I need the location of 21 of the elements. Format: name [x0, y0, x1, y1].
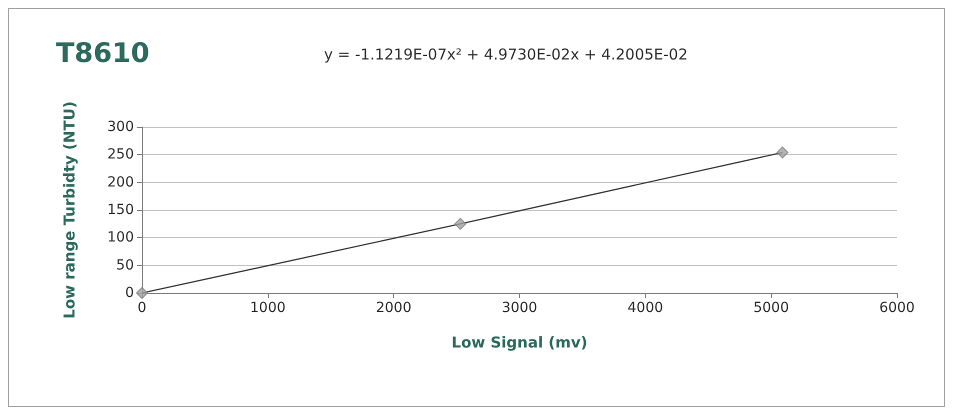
y-tick-label: 200 [107, 174, 134, 190]
chart-title: T8610 [56, 38, 150, 69]
point [136, 287, 148, 299]
y-tick-label: 300 [107, 119, 134, 135]
x-tick-label: 2000 [376, 300, 412, 316]
y-axis-title: Low range Turbidty (NTU) [60, 101, 78, 319]
y-tick-label: 100 [107, 230, 134, 246]
x-tick-label: 5000 [753, 300, 789, 316]
x-tick-label: 0 [138, 300, 146, 316]
y-tick-label: 50 [116, 257, 134, 274]
x-tick-label: 1000 [250, 300, 286, 316]
x-tick-label: 3000 [502, 300, 538, 316]
y-tick-label: 150 [107, 202, 134, 218]
y-tick-label: 0 [125, 285, 134, 301]
y-tick-label: 250 [107, 146, 134, 163]
x-tick-label: 4000 [628, 300, 664, 316]
point [776, 146, 788, 158]
text: y = -1.1219E-07x² + 4.9730E-02x + 4.2005E-02 [324, 46, 688, 64]
x-tick-label: 6000 [879, 300, 915, 316]
x-axis-title: Low Signal (mv) [452, 334, 588, 352]
point [454, 218, 466, 230]
